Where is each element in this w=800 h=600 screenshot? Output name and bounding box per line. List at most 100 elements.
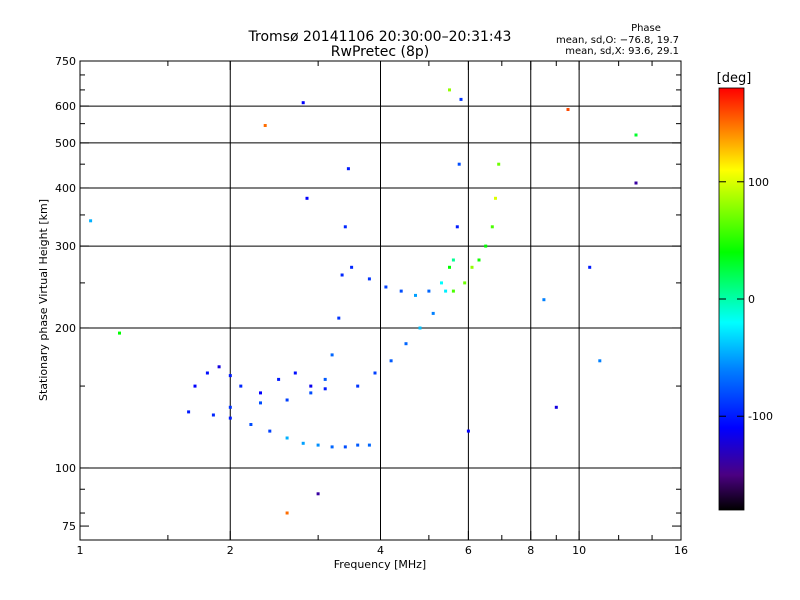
data-point (350, 265, 354, 269)
data-point (187, 410, 191, 414)
data-point (340, 273, 344, 277)
data-point (399, 289, 403, 293)
data-point (211, 413, 215, 417)
data-point (205, 371, 209, 375)
data-point (598, 359, 602, 363)
grid-lines (80, 61, 681, 540)
data-point (367, 443, 371, 447)
data-point (316, 443, 320, 447)
data-point (343, 225, 347, 229)
data-point (285, 398, 289, 402)
data-point (337, 316, 341, 320)
phase-colorbar: [deg] 100 0 -100 (717, 71, 773, 511)
data-point (285, 436, 289, 440)
phase-stats-heading: Phase (631, 23, 661, 34)
data-point (259, 401, 262, 405)
x-tick-label: 1 (77, 544, 84, 557)
data-point (451, 289, 455, 293)
data-point (463, 281, 467, 285)
y-tick-label: 100 (55, 462, 76, 475)
data-point (316, 492, 320, 496)
data-point (459, 97, 463, 101)
chart-title: Tromsø 20141106 20:30:00–20:31:43 (248, 29, 512, 45)
data-point (217, 365, 221, 369)
y-tick-label: 400 (55, 182, 76, 195)
tick-labels: 1 2 4 6 8 10 16 75 100 200 300 400 500 600 750 (55, 55, 688, 557)
data-point (477, 258, 481, 262)
data-point (634, 133, 638, 137)
data-point (330, 353, 334, 357)
y-tick-label: 75 (62, 520, 76, 533)
data-point (414, 293, 417, 297)
data-point (343, 445, 347, 449)
data-point (277, 377, 281, 381)
data-point (484, 244, 488, 248)
data-point (588, 265, 592, 269)
colorbar-tick-label: -100 (748, 410, 773, 423)
data-point (228, 416, 232, 420)
y-tick-label: 200 (55, 322, 76, 335)
chart-subtitle: RwPretec (8p) (331, 44, 429, 60)
data-point (634, 181, 638, 185)
data-point (444, 289, 448, 293)
data-point (259, 391, 262, 395)
data-point (497, 162, 501, 166)
data-point (293, 371, 297, 375)
y-axis-label: Stationary phase Virtual Height [km] (37, 199, 50, 401)
data-point (566, 108, 570, 111)
data-point (470, 265, 474, 269)
data-point (249, 423, 253, 426)
data-point (263, 124, 267, 127)
data-point (346, 167, 350, 171)
data-point (193, 384, 197, 388)
data-point (323, 387, 327, 391)
data-point (228, 405, 232, 409)
x-tick-label: 8 (527, 544, 534, 557)
plot-frame (79, 60, 682, 541)
data-point (285, 511, 289, 515)
y-tick-label: 300 (55, 240, 76, 253)
data-points (89, 88, 638, 515)
data-point (418, 326, 422, 330)
data-point (323, 377, 327, 381)
data-point (448, 265, 451, 269)
colorbar-ticks: 100 0 -100 (719, 176, 773, 423)
data-point (440, 281, 443, 285)
data-point (309, 391, 313, 395)
x-tick-label: 6 (465, 544, 472, 557)
colorbar-label: [deg] (717, 71, 752, 86)
data-point (330, 445, 334, 449)
data-point (494, 196, 497, 200)
x-axis-label: Frequency [MHz] (334, 558, 426, 571)
data-point (554, 405, 558, 409)
phase-stats-x: mean, sd,X: 93.6, 29.1 (565, 46, 679, 57)
data-point (384, 285, 388, 289)
data-point (305, 196, 309, 200)
x-tick-label: 2 (227, 544, 234, 557)
phase-stats-o: mean, sd,O: −76.8, 19.7 (556, 35, 679, 46)
x-tick-label: 4 (377, 544, 384, 557)
data-point (427, 289, 431, 293)
data-point (389, 359, 393, 363)
data-point (451, 258, 455, 262)
colorbar-tick-label: 0 (748, 293, 755, 306)
data-point (431, 311, 435, 315)
data-point (457, 162, 461, 166)
data-point (268, 429, 272, 433)
y-tick-label: 500 (55, 137, 76, 150)
data-point (89, 219, 93, 223)
data-point (490, 225, 494, 229)
data-point (118, 331, 121, 335)
data-point (367, 277, 371, 281)
y-tick-label: 600 (55, 100, 76, 113)
data-point (448, 88, 451, 92)
data-point (356, 443, 360, 447)
colorbar-tick-label: 100 (748, 176, 769, 189)
data-point (404, 342, 408, 346)
data-point (228, 374, 232, 378)
data-point (466, 429, 470, 433)
data-point (455, 225, 459, 229)
data-point (356, 384, 360, 388)
data-point (301, 101, 305, 105)
